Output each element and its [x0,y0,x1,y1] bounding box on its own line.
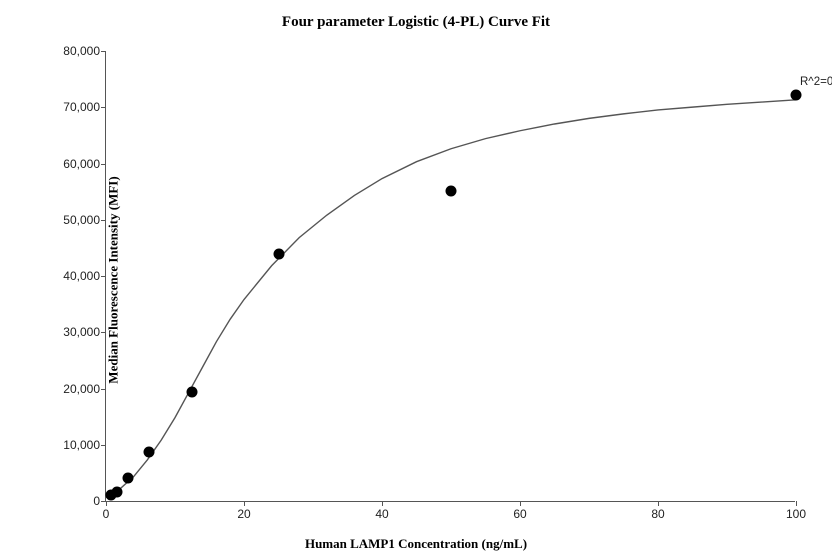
x-tick-label: 0 [103,507,110,521]
data-point [446,186,457,197]
y-tick-label: 20,000 [63,382,100,396]
y-tick-mark [101,164,106,165]
y-tick-label: 60,000 [63,157,100,171]
y-tick-mark [101,332,106,333]
data-point [111,486,122,497]
x-tick-mark [520,501,521,506]
x-tick-label: 100 [786,507,806,521]
y-tick-mark [101,220,106,221]
y-tick-label: 70,000 [63,100,100,114]
plot-area: 010,00020,00030,00040,00050,00060,00070,… [105,52,795,502]
y-tick-label: 0 [93,494,100,508]
x-tick-label: 20 [237,507,250,521]
r-squared-label: R^2=0.993 [800,76,832,88]
x-tick-mark [796,501,797,506]
x-tick-mark [106,501,107,506]
chart-title: Four parameter Logistic (4-PL) Curve Fit [0,14,832,31]
data-point [273,248,284,259]
x-tick-label: 80 [651,507,664,521]
y-tick-mark [101,51,106,52]
x-tick-label: 60 [513,507,526,521]
fit-curve [106,52,796,502]
y-tick-mark [101,107,106,108]
x-tick-label: 40 [375,507,388,521]
y-tick-label: 50,000 [63,213,100,227]
x-tick-mark [658,501,659,506]
x-tick-mark [382,501,383,506]
y-tick-mark [101,445,106,446]
data-point [187,387,198,398]
data-point [144,446,155,457]
x-tick-mark [244,501,245,506]
x-axis-label: Human LAMP1 Concentration (ng/mL) [0,536,832,552]
y-tick-label: 80,000 [63,44,100,58]
y-tick-label: 30,000 [63,325,100,339]
chart-container: Four parameter Logistic (4-PL) Curve Fit… [0,0,832,560]
y-tick-mark [101,389,106,390]
data-point [122,472,133,483]
data-point [791,89,802,100]
y-tick-label: 10,000 [63,438,100,452]
y-tick-label: 40,000 [63,269,100,283]
y-tick-mark [101,276,106,277]
